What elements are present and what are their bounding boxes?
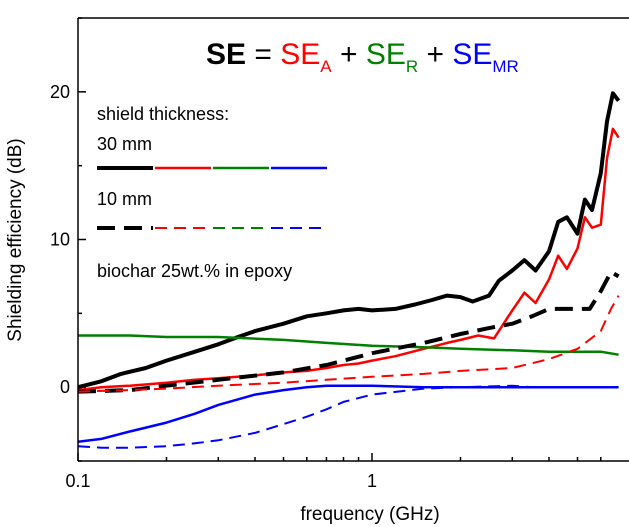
x-axis-title: frequency (GHz): [300, 504, 439, 525]
formula-se-a: SE: [280, 38, 320, 71]
formula-eq: =: [246, 38, 280, 71]
x-tick-label: 0.1: [65, 471, 90, 491]
x-tick-label: 1: [367, 471, 377, 491]
y-tick-label: 20: [50, 82, 70, 102]
series-line-se-r-30mm: [78, 334, 619, 356]
y-axis-title: Shielding efficiency (dB): [5, 138, 26, 341]
series-line-se-mr-30mm: [78, 384, 619, 444]
axes-frame: [77, 17, 629, 462]
formula-plus-1: +: [332, 38, 366, 71]
series-line-se-10mm: [78, 270, 620, 394]
formula-sub-mr: MR: [492, 57, 518, 76]
y-tick-label: 0: [60, 377, 70, 397]
series-line-se-mr-10mm: [78, 384, 619, 449]
thickness-label: shield thickness:: [97, 104, 229, 124]
thick30-label: 30 mm: [97, 134, 152, 154]
thick10-label: 10 mm: [97, 189, 152, 209]
series-line-se-30mm: [78, 91, 621, 390]
formula: SE = SEA + SER + SEMR: [206, 38, 519, 76]
formula-plus-2: +: [418, 38, 452, 71]
formula-se-r: SE: [366, 38, 406, 71]
tick-layer: 0 10 20 0.1 1: [50, 17, 602, 491]
material-label: biochar 25wt.% in epoxy: [97, 261, 292, 281]
formula-se-mr: SE: [452, 38, 492, 71]
series-line-se-a-10mm: [78, 295, 620, 393]
formula-sub-r: R: [406, 57, 418, 76]
formula-sub-a: A: [320, 57, 332, 76]
y-tick-label: 10: [50, 230, 70, 250]
formula-se: SE: [206, 38, 246, 71]
series-layer: [78, 91, 621, 449]
